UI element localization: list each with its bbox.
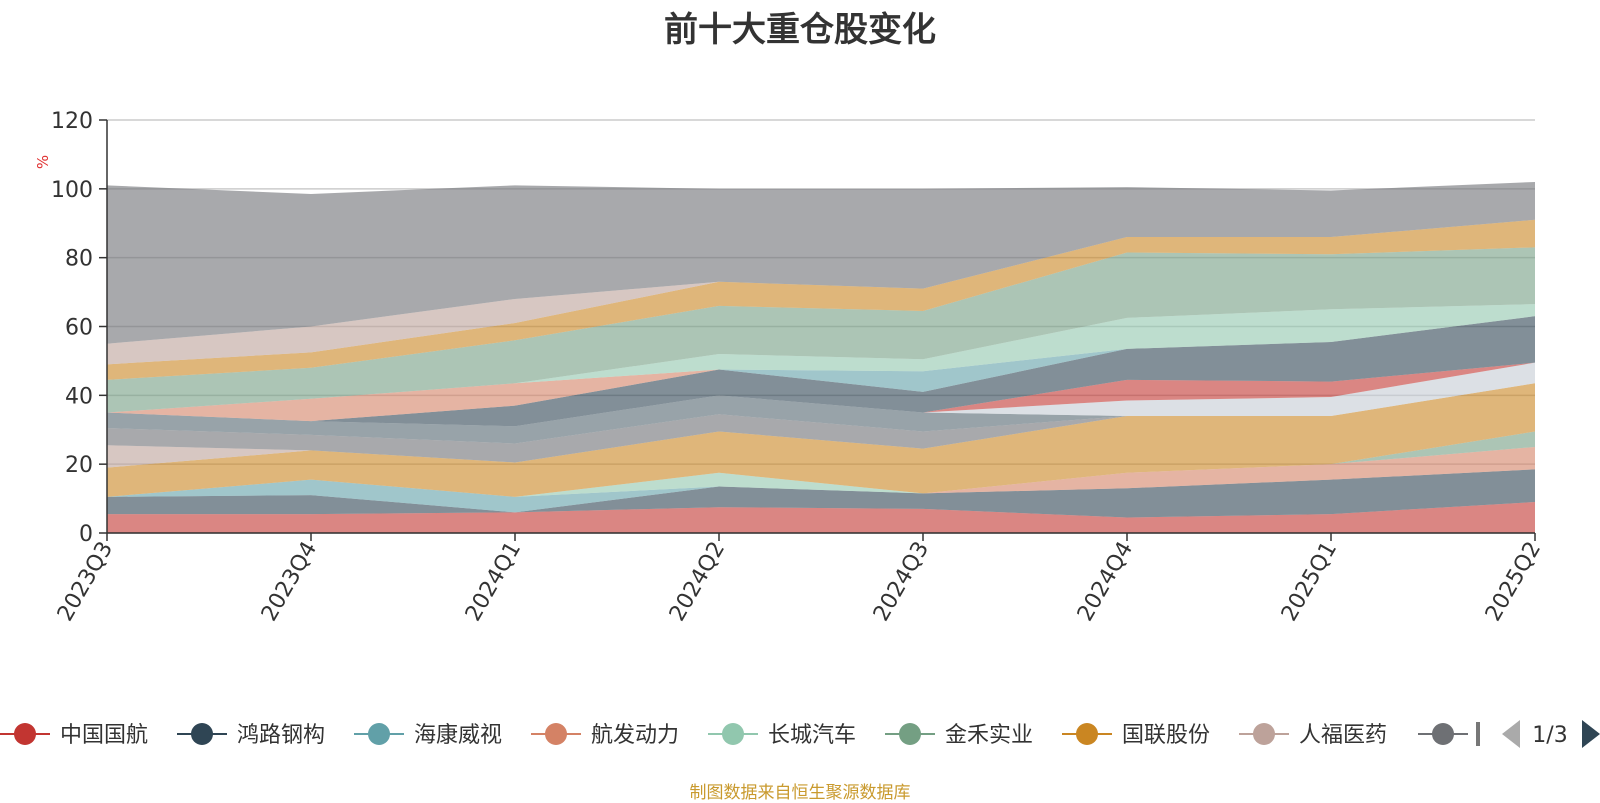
legend-marker [1432,723,1454,745]
legend-marker [899,723,921,745]
legend-label-clipped [1476,722,1480,746]
legend-marker [1076,723,1098,745]
x-tick-label: 2024Q1 [461,538,526,626]
legend-marker [14,723,36,745]
area-中国国航 [107,502,1535,533]
source-note: 制图数据来自恒生聚源数据库 [689,783,911,803]
legend-label: 中国国航 [60,723,148,748]
area-other-12 [107,219,1535,365]
legend-label: 海康威视 [414,723,502,748]
chart-title: 前十大重仓股变化 [664,10,936,50]
legend-item[interactable]: 鸿路钢构 [177,723,325,748]
y-tick-label: 80 [65,247,93,272]
legend-label: 长城汽车 [768,723,856,748]
legend-marker [1253,723,1275,745]
x-tick-label: 2025Q2 [1481,538,1546,626]
legend-item[interactable]: 人福医药 [1239,723,1387,748]
legend-label: 金禾实业 [945,723,1033,748]
y-tick-label: 40 [65,384,93,409]
area-other-11 [107,219,1535,380]
legend-next-arrow[interactable] [1582,720,1600,748]
legend: 中国国航 鸿路钢构 海康威视 航发动力 长城汽车 金禾实业 国联股份 人福医药 1/3 [0,720,1600,748]
x-tick-label: 2024Q2 [665,538,730,626]
area-other-7 [107,316,1535,422]
legend-marker [722,723,744,745]
legend-label: 航发动力 [591,723,679,748]
legend-marker [545,723,567,745]
legend-prev-arrow[interactable] [1502,720,1520,748]
legend-page-indicator: 1/3 [1532,723,1567,748]
area-other-9 [107,304,1535,413]
area-鸿路钢构 [107,469,1535,518]
legend-label: 国联股份 [1122,723,1210,748]
y-tick-label: 20 [65,453,93,478]
legend-label: 鸿路钢构 [237,723,325,748]
legend-marker [368,723,390,745]
legend-marker [191,723,213,745]
area-海康威视 [107,469,1535,513]
legend-item[interactable]: 长城汽车 [708,723,856,748]
legend-item[interactable]: 航发动力 [531,723,679,748]
area-长城汽车 [107,446,1535,497]
area-other-10 [107,247,1535,413]
y-tick-label: 60 [65,316,93,341]
area-other-2 [107,383,1535,444]
legend-item[interactable]: 国联股份 [1062,723,1210,748]
legend-item-partial[interactable] [1418,722,1480,746]
y-tick-label: 0 [79,522,93,547]
y-tick-label: 100 [51,178,93,203]
x-tick-label: 2024Q4 [1073,538,1138,626]
legend-item[interactable]: 金禾实业 [885,723,1033,748]
x-tick-label: 2025Q1 [1277,538,1342,626]
area-other-13 [107,181,1535,344]
area-other-4 [107,362,1535,427]
x-tick-label: 2024Q3 [869,538,934,626]
legend-item[interactable]: 海康威视 [354,723,502,748]
stacked-areas [107,181,1535,533]
legend-label: 人福医药 [1299,723,1387,748]
x-tick-label: 2023Q3 [53,538,118,626]
area-other-5 [107,362,1535,427]
y-tick-label: 120 [51,109,93,134]
y-axis-label: % [34,155,52,169]
legend-item[interactable]: 中国国航 [0,723,148,748]
area-国联股份 [107,383,1535,497]
x-tick-label: 2023Q4 [257,538,322,626]
area-other-6 [107,316,1535,427]
area-航发动力 [107,446,1535,497]
